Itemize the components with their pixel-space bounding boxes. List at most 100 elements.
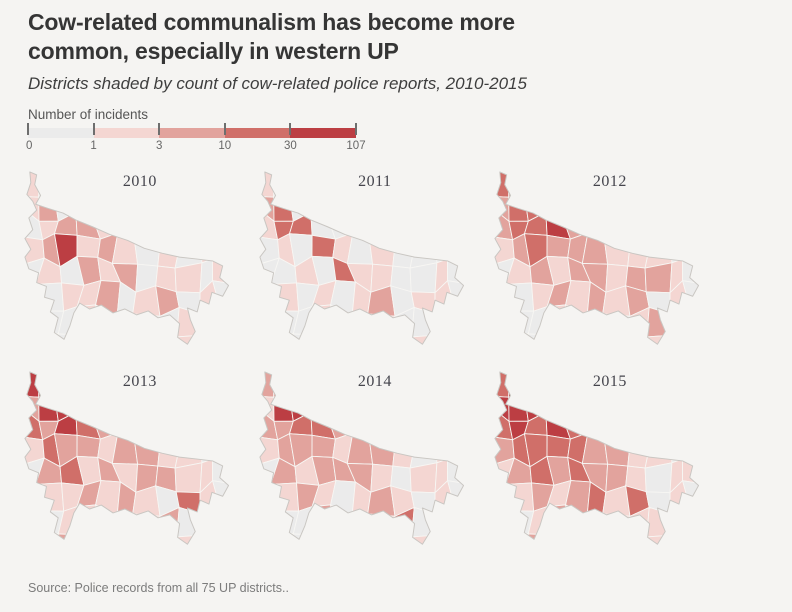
page-title: Cow-related communalism has become more …	[28, 9, 515, 64]
district-cell	[259, 283, 273, 314]
district-cell	[174, 432, 203, 469]
choropleth-map-2010	[24, 171, 253, 353]
district-cell	[683, 502, 699, 534]
small-multiples-grid: 2010 2011 2012 2013 2014 2015	[20, 167, 772, 567]
district-cell	[649, 410, 672, 446]
district-cell	[605, 390, 631, 423]
district-cell	[433, 219, 450, 245]
district-cell	[681, 420, 699, 445]
district-cell	[446, 233, 464, 260]
district-cell	[75, 211, 102, 240]
legend-tick	[355, 122, 357, 135]
state-outline	[494, 171, 700, 345]
district-cell	[667, 302, 690, 336]
district-cell	[466, 515, 490, 539]
map-2014: 2014	[255, 367, 490, 567]
district-cell	[92, 191, 122, 220]
district-cell	[213, 528, 229, 545]
district-cell	[411, 534, 434, 545]
district-cell	[38, 371, 56, 398]
district-cell	[370, 171, 393, 199]
year-label-2011: 2011	[358, 172, 392, 190]
district-cell	[508, 171, 526, 198]
district-cell	[172, 386, 200, 421]
district-cell	[393, 410, 418, 446]
district-cell	[112, 390, 138, 420]
choropleth-map-2015	[494, 371, 725, 545]
district-cell	[76, 304, 99, 336]
district-cell	[393, 210, 418, 246]
district-cell	[432, 302, 455, 336]
district-cell	[179, 410, 202, 446]
district-cell	[197, 371, 219, 396]
district-cell	[308, 188, 335, 221]
district-cell	[494, 328, 515, 345]
district-cell	[681, 480, 699, 518]
district-cell	[288, 188, 312, 222]
district-cell	[211, 220, 229, 245]
district-cell	[351, 513, 378, 541]
map-2015: 2015	[490, 367, 725, 567]
legend-tick	[158, 122, 161, 135]
map-2011: 2011	[255, 167, 490, 367]
district-cell	[112, 371, 139, 397]
state-outline	[24, 371, 230, 545]
district-cell	[116, 313, 143, 341]
district-cell	[543, 171, 572, 193]
district-cell	[407, 186, 435, 221]
district-cell	[432, 371, 454, 396]
district-cell	[239, 329, 252, 353]
district-cell	[494, 283, 508, 314]
district-cell	[670, 232, 685, 264]
district-cell	[333, 171, 349, 197]
district-cell	[314, 533, 334, 545]
district-cell	[239, 217, 253, 235]
district-cell	[24, 510, 45, 531]
district-cell	[446, 280, 464, 318]
district-cell	[628, 410, 653, 446]
district-cell	[407, 171, 435, 196]
district-cell	[681, 389, 699, 423]
district-cell	[332, 333, 359, 345]
district-cell	[235, 234, 253, 270]
district-cell	[98, 171, 114, 197]
district-cell	[132, 313, 161, 341]
district-cell	[608, 338, 623, 345]
district-cell	[213, 502, 229, 534]
district-cell	[333, 371, 349, 397]
district-cell	[602, 313, 631, 341]
district-cell	[620, 186, 653, 223]
district-cell	[704, 459, 723, 491]
district-cell	[117, 338, 142, 345]
district-cell	[308, 171, 337, 193]
district-cell	[667, 502, 690, 536]
district-cell	[446, 433, 464, 460]
district-cell	[605, 371, 628, 399]
choropleth-map-2011	[259, 171, 488, 345]
legend-tick-label: 107	[346, 139, 366, 152]
legend-tick-labels: 0 1 3 10 30 107	[26, 139, 366, 154]
district-cell	[620, 371, 653, 400]
district-cell	[646, 534, 669, 545]
district-cell	[73, 371, 102, 393]
district-cell	[469, 259, 488, 291]
district-cell	[701, 515, 725, 539]
district-cell	[435, 432, 450, 464]
district-cell	[158, 410, 183, 446]
district-cell	[494, 528, 515, 545]
district-cell	[565, 280, 591, 317]
district-cell	[469, 459, 488, 491]
district-cell	[235, 434, 253, 470]
district-cell	[432, 502, 455, 536]
district-cell	[409, 462, 438, 494]
district-cell	[273, 193, 294, 222]
district-cell	[289, 371, 319, 396]
district-cell	[587, 338, 612, 345]
legend-tick-label: 3	[155, 139, 163, 152]
district-cell	[370, 390, 396, 423]
district-cell	[701, 190, 724, 222]
year-label-2014: 2014	[357, 372, 392, 390]
district-cell	[681, 189, 699, 223]
district-cell	[562, 191, 592, 220]
district-cell	[545, 211, 572, 240]
